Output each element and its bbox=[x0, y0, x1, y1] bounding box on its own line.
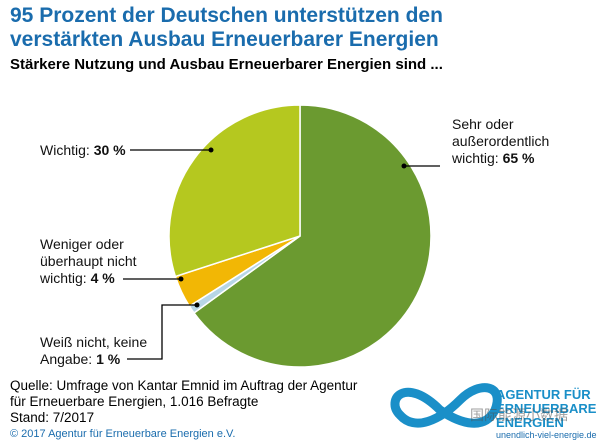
logo-url: unendlich-viel-energie.de bbox=[496, 430, 597, 440]
logo-text: AGENTUR FÜR ERNEUERBARE ENERGIEN bbox=[496, 387, 597, 430]
pie-slice bbox=[192, 104, 432, 368]
slice-label: Weniger oder überhaupt nicht wichtig: 4 … bbox=[40, 236, 137, 286]
slice-label: Weiß nicht, keine Angabe: 1 % bbox=[40, 334, 148, 367]
slice-label: Sehr oder außerordentlich wichtig: 65 % bbox=[452, 116, 550, 166]
chart-subtitle: Stärkere Nutzung und Ausbau Erneuerbarer… bbox=[10, 56, 443, 73]
leader-dot bbox=[208, 147, 214, 153]
leader-dot bbox=[401, 163, 407, 169]
leader-dot bbox=[178, 276, 184, 282]
chart-title: 95 Prozent der Deutschen unterstützen de… bbox=[10, 4, 443, 51]
watermark: 国际能源小数据 bbox=[470, 407, 568, 423]
slice-label: Wichtig: 30 % bbox=[40, 142, 126, 158]
date-note: Stand: 7/2017 bbox=[10, 410, 95, 425]
pie bbox=[168, 104, 432, 368]
source-note: Quelle: Umfrage von Kantar Emnid im Auft… bbox=[10, 378, 358, 409]
copyright: © 2017 Agentur für Erneuerbare Energien … bbox=[10, 428, 236, 440]
leader-dot bbox=[194, 302, 200, 308]
logo-symbol bbox=[390, 383, 502, 428]
pie-slice bbox=[168, 104, 301, 278]
leader-line bbox=[127, 304, 198, 360]
